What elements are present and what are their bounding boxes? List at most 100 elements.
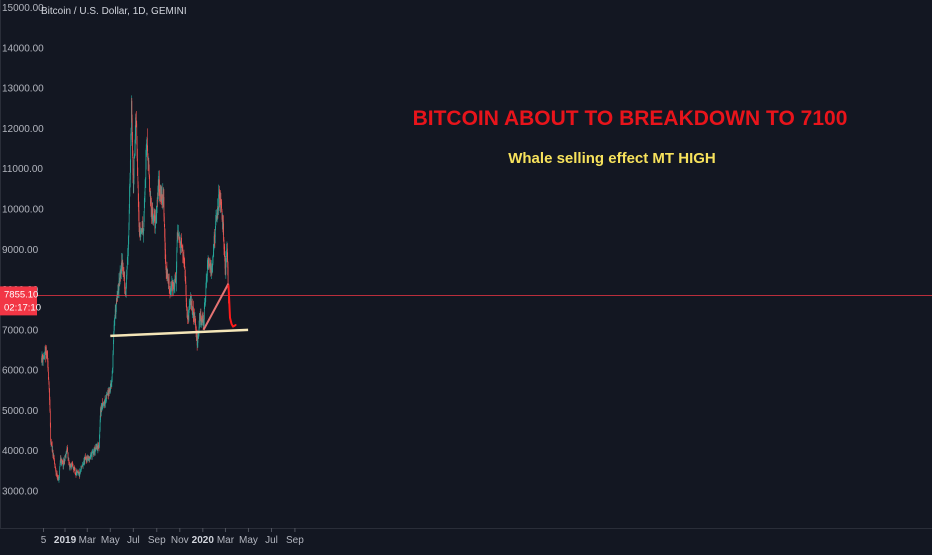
candle-down [172, 279, 173, 297]
candle-down [122, 262, 124, 277]
candle-down [68, 460, 70, 466]
candle-down [211, 263, 213, 276]
candle-down [200, 308, 202, 322]
candle-up [200, 308, 201, 328]
candle-up [212, 254, 214, 266]
candle-down [66, 449, 67, 454]
candle-up [103, 401, 104, 408]
candle-up [77, 470, 79, 476]
candle-up [143, 198, 145, 222]
projection-path[interactable] [227, 284, 237, 328]
candle-up [89, 454, 91, 460]
candle-up [63, 457, 64, 470]
candle-up [140, 230, 142, 238]
candle-up [84, 454, 86, 461]
candle-down [195, 324, 197, 338]
candle-down [46, 351, 48, 359]
candle-up [146, 139, 147, 158]
candle-down [137, 167, 139, 189]
candle-up [168, 273, 170, 290]
candle-up [92, 448, 94, 454]
candle-up [153, 215, 155, 226]
candle-up [171, 283, 172, 297]
support-line[interactable] [110, 328, 249, 338]
candle-up [86, 456, 87, 462]
candle-up [218, 184, 220, 215]
candle-down [50, 422, 52, 445]
candle-up [166, 267, 167, 278]
candle-up [180, 240, 181, 255]
candle-down [220, 192, 222, 213]
candle-down [180, 233, 182, 248]
candle-up [226, 241, 228, 250]
candle-up [129, 159, 131, 187]
y-tick-label: 6000.00 [2, 366, 39, 377]
candle-down [122, 259, 124, 275]
candle-down [147, 153, 149, 171]
candle-down [173, 283, 175, 291]
candle-up [82, 463, 84, 469]
candle-up [65, 451, 67, 459]
candle-up [196, 334, 198, 342]
x-tick-label: 2020 [192, 535, 215, 546]
candle-down [88, 456, 90, 463]
candle-up [188, 306, 190, 323]
candle-up [174, 274, 176, 294]
candle-up [217, 207, 219, 211]
candle-up [207, 260, 209, 269]
candle-down [78, 471, 80, 475]
candle-up [217, 198, 218, 220]
candle-down [132, 150, 134, 184]
candle-down [93, 449, 95, 457]
candle-up [80, 468, 81, 475]
candle-down [226, 243, 228, 263]
candle-down [136, 136, 138, 162]
candle-up [171, 278, 173, 287]
candle-down [184, 257, 186, 270]
candle-down [94, 445, 96, 456]
candle-up [111, 370, 113, 383]
candle-up [129, 172, 131, 197]
candle-down [41, 356, 42, 363]
candle-up [57, 476, 59, 481]
candle-up [115, 303, 117, 319]
candle-up [93, 447, 95, 457]
candle-up [50, 441, 52, 447]
candle-down [152, 202, 153, 220]
x-tick-label: Sep [286, 535, 304, 546]
candle-up [113, 330, 115, 345]
candle-up [213, 244, 214, 258]
candle-up [166, 268, 168, 282]
candle-down [79, 472, 80, 479]
x-tick-label: 5 [41, 535, 47, 546]
candle-up [143, 227, 144, 243]
candle-up [210, 262, 211, 270]
candle-down [174, 272, 176, 283]
candle-up [129, 183, 130, 214]
candle-up [145, 177, 146, 188]
candle-down [185, 269, 186, 284]
candle-down [183, 258, 185, 269]
candle-up [95, 443, 96, 452]
candle-up [99, 426, 101, 439]
y-tick-label: 7000.00 [2, 325, 39, 336]
candle-up [105, 397, 107, 404]
candle-up [126, 265, 128, 280]
candle-up [197, 332, 199, 348]
candle-up [63, 458, 65, 466]
trend-line[interactable] [202, 283, 230, 331]
candle-down [121, 254, 123, 272]
candle-down [56, 470, 58, 479]
candle-up [173, 279, 174, 297]
candle-up [94, 448, 96, 456]
candle-up [118, 273, 120, 299]
candle-down [220, 190, 221, 206]
candle-up [59, 470, 60, 481]
candle-up [131, 95, 132, 136]
candle-down [86, 455, 88, 463]
candle-up [158, 175, 160, 203]
candle-up [90, 452, 92, 459]
x-tick-label: May [239, 535, 258, 546]
